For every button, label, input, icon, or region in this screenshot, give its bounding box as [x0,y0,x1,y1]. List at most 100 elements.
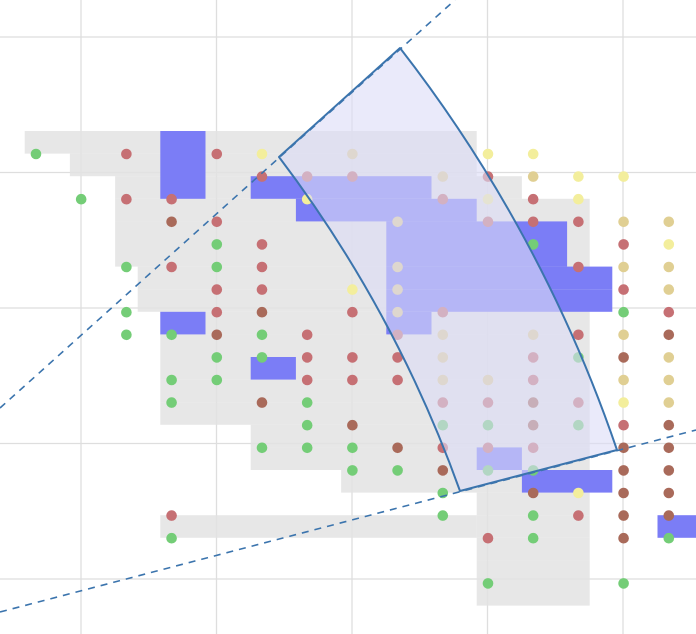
gray-cell [476,515,590,538]
dashed-boundary-lines [0,0,696,613]
point-tan [663,374,675,386]
point-green [211,374,223,386]
dashed-line [0,429,696,613]
point-green [121,261,132,273]
blue-cell [250,357,296,380]
point-green [618,306,629,318]
point-brown [618,352,629,363]
point-red [618,239,629,250]
point-tan [663,284,675,295]
point-green [527,510,539,521]
point-red [573,261,584,273]
point-red [166,261,177,273]
point-green [392,465,403,476]
point-tan [663,261,675,273]
dashed-line [0,0,456,409]
point-red [256,284,268,295]
point-green [166,374,177,386]
point-brown [663,510,675,521]
point-tan [663,216,675,228]
point-brown [663,465,675,476]
point-yellow [663,239,675,250]
point-brown [663,419,675,431]
sector-wedge[interactable] [278,47,618,492]
point-tan [527,171,539,182]
point-yellow [573,171,584,182]
point-red [211,216,223,228]
point-brown [618,532,629,544]
point-yellow [573,193,584,205]
gray-cell [476,537,590,561]
point-green [211,261,223,273]
point-green [301,442,313,454]
point-red [211,148,223,160]
point-green [211,352,223,363]
point-red [573,216,584,228]
point-red [527,216,539,228]
point-green [527,532,539,544]
point-green [256,352,268,363]
point-green [166,397,177,408]
point-red [663,306,675,318]
point-green [347,465,358,476]
blue-cell [160,131,206,199]
point-tan [663,352,675,363]
point-red [256,261,268,273]
point-green [663,532,675,544]
point-green [166,532,177,544]
point-brown [618,510,629,521]
point-brown [527,487,539,499]
point-green [30,148,42,160]
point-brown [663,487,675,499]
point-tan [663,397,675,408]
point-red [573,510,584,521]
blue-cell [521,470,613,493]
point-red [211,306,223,318]
point-red [256,239,268,250]
point-brown [618,487,629,499]
point-brown [256,306,268,318]
point-brown [347,419,358,431]
point-red [618,284,629,295]
point-yellow [256,148,268,160]
point-tan [618,261,629,273]
point-green [618,578,629,589]
point-brown [663,329,675,341]
point-green [301,397,313,408]
point-red [211,284,223,295]
point-tan [618,329,629,341]
point-red [347,306,358,318]
point-green [166,329,177,341]
point-brown [437,465,449,476]
point-green [347,442,358,454]
point-green [121,306,132,318]
point-green [301,419,313,431]
point-brown [618,442,629,454]
point-green [527,239,539,250]
point-brown [618,465,629,476]
point-red [618,419,629,431]
point-yellow [573,487,584,499]
point-brown [211,329,223,341]
gray-cell [476,560,590,583]
point-yellow [618,171,629,182]
point-brown [392,442,403,454]
point-green [256,329,268,341]
point-yellow [527,148,539,160]
point-brown [166,216,177,228]
gray-cell [160,515,477,538]
point-red [301,329,313,341]
point-red [301,374,313,386]
point-red [166,193,177,205]
point-brown [256,397,268,408]
point-tan [618,374,629,386]
point-green [482,578,494,589]
point-tan [618,216,629,228]
point-yellow [482,148,494,160]
point-red [573,329,584,341]
point-green [437,510,449,521]
point-red [392,374,403,386]
point-red [121,193,132,205]
